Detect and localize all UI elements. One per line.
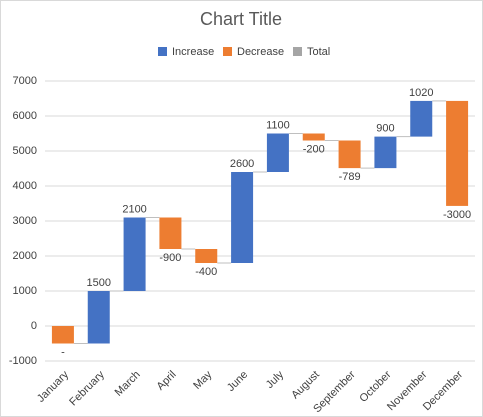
data-label: 1500 [87,277,111,289]
data-label: -400 [195,266,217,278]
bar [51,326,74,344]
bar [123,217,146,291]
y-tick-label: 4000 [13,180,37,192]
y-tick-label: 0 [31,320,37,332]
data-label: 2100 [122,203,146,215]
y-tick-label: 3000 [13,215,37,227]
bar [374,136,397,169]
data-label: - [61,346,65,358]
legend-swatch [293,47,302,56]
y-tick-label: 2000 [13,250,37,262]
bar [87,291,110,344]
y-tick-label: 5000 [13,145,37,157]
legend-label: Decrease [237,46,284,58]
data-label: -900 [159,252,181,264]
data-label: -3000 [443,209,471,221]
bar [231,172,254,263]
y-tick-label: 6000 [13,110,37,122]
data-label: 1100 [266,119,290,131]
y-tick-label: -1000 [9,355,37,367]
legend-label: Total [307,46,330,58]
bar [410,100,433,137]
y-tick-label: 1000 [13,285,37,297]
legend-swatch [223,47,232,56]
data-label: 2600 [230,158,254,170]
bar [195,249,218,263]
y-tick-label: 7000 [13,75,37,87]
chart-title: Chart Title [200,9,282,29]
data-label: -200 [303,143,325,155]
legend-swatch [158,47,167,56]
data-label: 900 [376,123,394,135]
legend-label: Increase [172,46,214,58]
bar [159,217,182,249]
data-label: -789 [339,171,361,183]
bar [266,133,289,172]
bar [338,140,361,169]
bar [302,133,325,141]
data-label: 1020 [409,87,433,99]
bar [446,100,469,206]
